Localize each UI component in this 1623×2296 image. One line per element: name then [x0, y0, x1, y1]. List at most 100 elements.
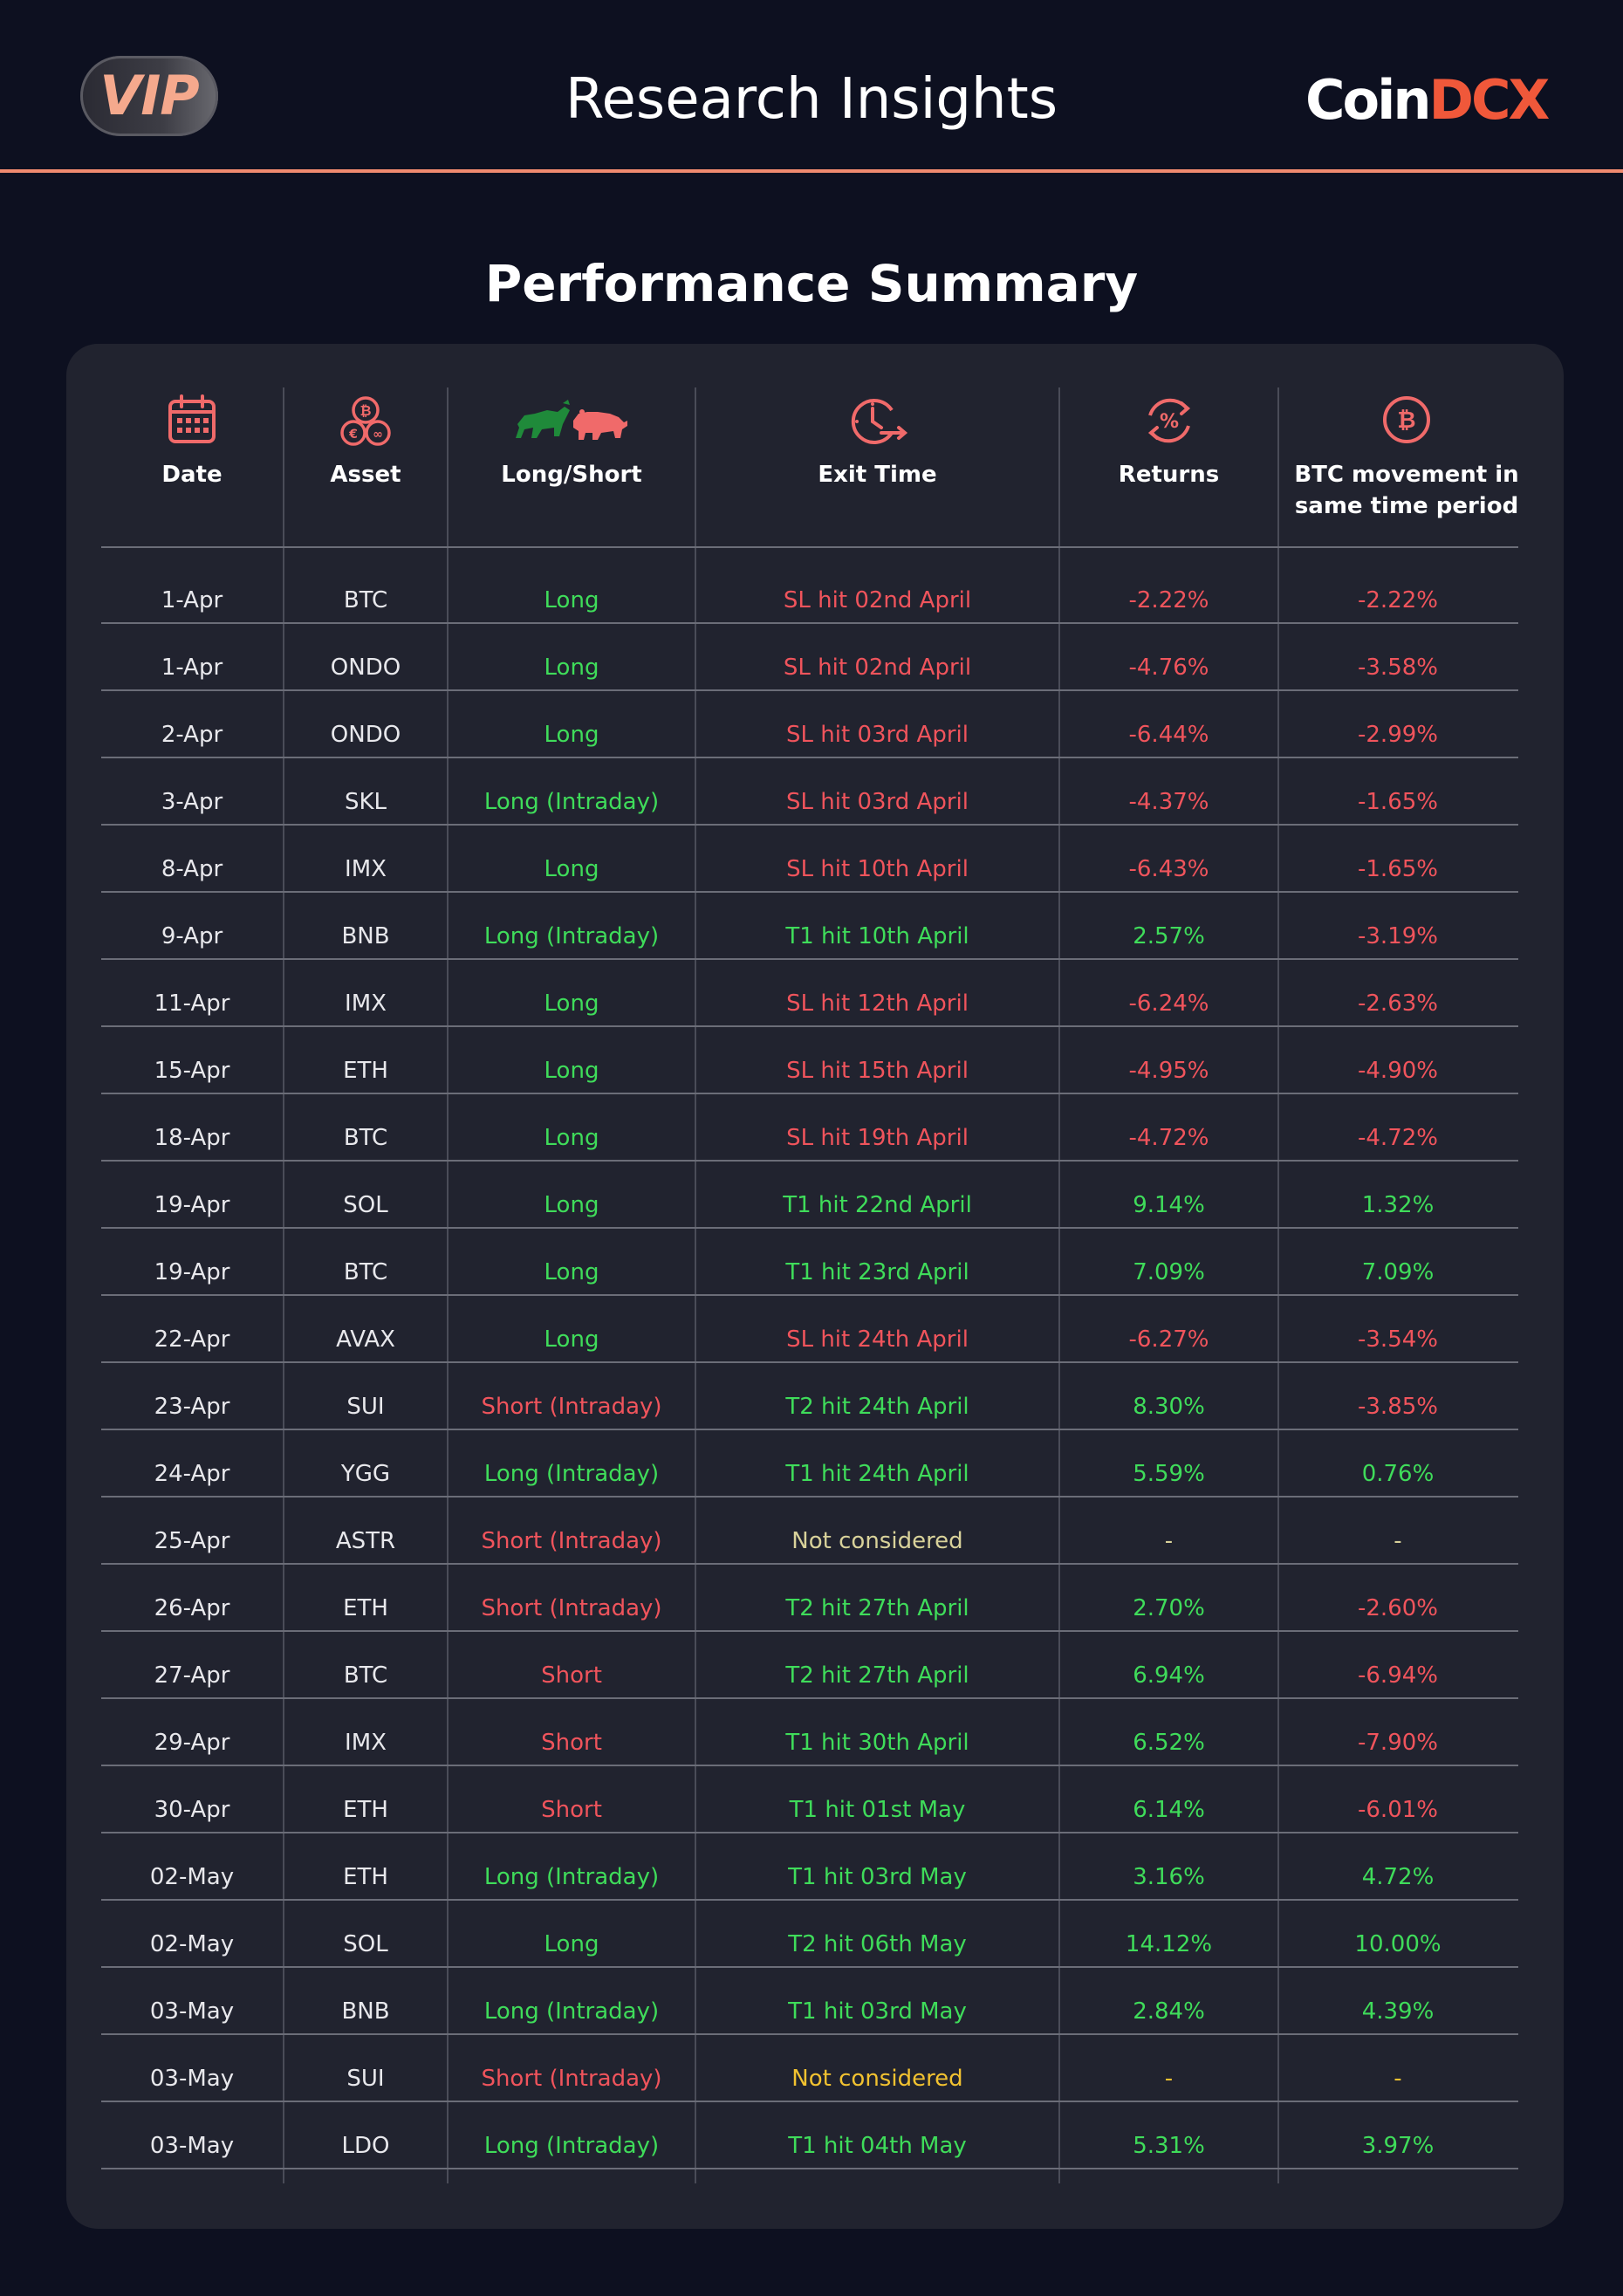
column-header-exit-time: Exit Time [696, 393, 1058, 541]
cell-returns: -6.24% [1128, 990, 1209, 1017]
table-row: 19-Apr BTC Long T1 hit 23rd April 7.09% 7.09% [0, 1239, 1623, 1306]
cell-side: Long [544, 722, 599, 748]
cell-date: 02-May [149, 1864, 235, 1890]
cell-side: Long [544, 856, 599, 882]
cell-side: Long (Intraday) [483, 789, 660, 815]
column-header-returns-label: Returns [1118, 462, 1220, 488]
column-divider [1058, 387, 1060, 2183]
cell-date: 02-May [149, 1931, 235, 1957]
cell-exit: SL hit 12th April [786, 990, 969, 1017]
cell-btc: -3.85% [1358, 1394, 1438, 1420]
cell-btc: -6.94% [1358, 1662, 1438, 1689]
column-header-btc-line1: BTC movement in [1294, 462, 1519, 488]
cell-btc: 1.32% [1361, 1192, 1435, 1218]
table-row: 1-Apr BTC Long SL hit 02nd April -2.22% -2.22… [0, 567, 1623, 634]
row-divider [101, 2033, 1518, 2035]
cell-date: 3-Apr [161, 789, 223, 815]
cell-btc: 7.09% [1361, 1259, 1435, 1285]
cell-asset: ASTR [335, 1528, 396, 1554]
cell-side: Long [544, 1259, 599, 1285]
row-divider [101, 958, 1518, 960]
table-row: 11-Apr IMX Long SL hit 12th April -6.24% -2.6… [0, 970, 1623, 1038]
cell-asset: BTC [343, 1662, 388, 1689]
table-row: 23-Apr SUI Short (Intraday) T2 hit 24th Apr… [0, 1374, 1623, 1441]
cell-asset: ONDO [330, 655, 401, 681]
table-row: 30-Apr ETH Short T1 hit 01st May 6.14% -6.01% [0, 1777, 1623, 1844]
cell-date: 27-Apr [154, 1662, 230, 1689]
cell-btc: 4.39% [1361, 1998, 1435, 2025]
svg-text:₿: ₿ [1397, 408, 1415, 434]
cell-date: 19-Apr [154, 1259, 230, 1285]
cell-side: Long (Intraday) [483, 1864, 660, 1890]
cell-date: 30-Apr [154, 1797, 230, 1823]
cell-side: Long [544, 1931, 599, 1957]
cell-asset: ONDO [330, 722, 401, 748]
table-row: 22-Apr AVAX Long SL hit 24th April -6.27% -3.… [0, 1306, 1623, 1374]
table-row: 29-Apr IMX Short T1 hit 30th April 6.52% -7.9… [0, 1710, 1623, 1777]
cell-side: Short (Intraday) [481, 1394, 662, 1420]
cell-side: Long (Intraday) [483, 923, 660, 949]
row-divider [101, 1563, 1518, 1565]
cell-btc: 0.76% [1361, 1461, 1435, 1487]
bull-bear-icon [516, 400, 627, 440]
cell-btc: -2.63% [1358, 990, 1438, 1017]
cell-date: 19-Apr [154, 1192, 230, 1218]
cell-btc: -2.99% [1358, 722, 1438, 748]
cell-returns: -2.22% [1128, 587, 1209, 613]
cell-exit: T1 hit 03rd May [788, 1998, 967, 2025]
cell-asset: BNB [341, 923, 390, 949]
cell-side: Long [544, 1192, 599, 1218]
cell-asset: SOL [343, 1931, 388, 1957]
row-divider [101, 1160, 1518, 1162]
row-divider [101, 1294, 1518, 1296]
cell-asset: BTC [343, 587, 388, 613]
table-row: 02-May SOL Long T2 hit 06th May 14.12% 10.00% [0, 1911, 1623, 1978]
header-divider [0, 169, 1623, 173]
row-divider [101, 1496, 1518, 1498]
logo-text-coin: Coin [1305, 68, 1431, 132]
cell-returns: 9.14% [1133, 1192, 1205, 1218]
cell-exit: SL hit 03rd April [786, 789, 969, 815]
cell-btc: -2.60% [1358, 1595, 1438, 1621]
cell-returns: -6.43% [1128, 856, 1209, 882]
cell-side: Long [544, 655, 599, 681]
cell-date: 1-Apr [161, 655, 223, 681]
cell-side: Long (Intraday) [483, 2133, 660, 2159]
cell-btc: -1.65% [1358, 789, 1438, 815]
table-row: 03-May LDO Long (Intraday) T1 hit 04th May 5… [0, 2113, 1623, 2180]
cell-exit: T1 hit 30th April [785, 1730, 969, 1756]
cell-btc: -6.01% [1358, 1797, 1438, 1823]
column-header-returns: % Returns [1060, 393, 1277, 541]
vip-badge-label: VIP [99, 64, 200, 127]
cell-side: Long [544, 1125, 599, 1151]
row-divider [101, 1697, 1518, 1699]
cell-date: 15-Apr [154, 1058, 230, 1084]
cell-btc: - [1394, 1528, 1402, 1554]
cell-date: 18-Apr [154, 1125, 230, 1151]
cell-date: 03-May [149, 1998, 235, 2025]
bitcoin-icon: ₿ [1383, 396, 1430, 443]
cell-asset: IMX [345, 1730, 387, 1756]
row-divider [101, 1630, 1518, 1632]
cell-side: Short (Intraday) [481, 1528, 662, 1554]
cell-asset: ETH [343, 1797, 388, 1823]
column-divider [447, 387, 449, 2183]
table-row: 9-Apr BNB Long (Intraday) T1 hit 10th April… [0, 903, 1623, 970]
row-divider [101, 1765, 1518, 1766]
cell-side: Short (Intraday) [481, 2066, 662, 2092]
cell-exit: T1 hit 22nd April [783, 1192, 972, 1218]
table-row: 25-Apr ASTR Short (Intraday) Not considered… [0, 1508, 1623, 1575]
row-divider [101, 2168, 1518, 2169]
row-divider [101, 757, 1518, 758]
cell-asset: IMX [345, 990, 387, 1017]
cell-returns: 5.59% [1133, 1461, 1205, 1487]
table-row: 03-May BNB Long (Intraday) T1 hit 03rd May 2… [0, 1978, 1623, 2046]
row-divider [101, 1832, 1518, 1833]
cell-exit: Not considered [791, 1528, 963, 1554]
cell-asset: ETH [343, 1864, 388, 1890]
cell-date: 03-May [149, 2066, 235, 2092]
cell-asset: BNB [341, 1998, 390, 2025]
cell-side: Long [544, 990, 599, 1017]
column-header-asset-label: Asset [330, 462, 401, 488]
cell-exit: SL hit 19th April [786, 1125, 969, 1151]
